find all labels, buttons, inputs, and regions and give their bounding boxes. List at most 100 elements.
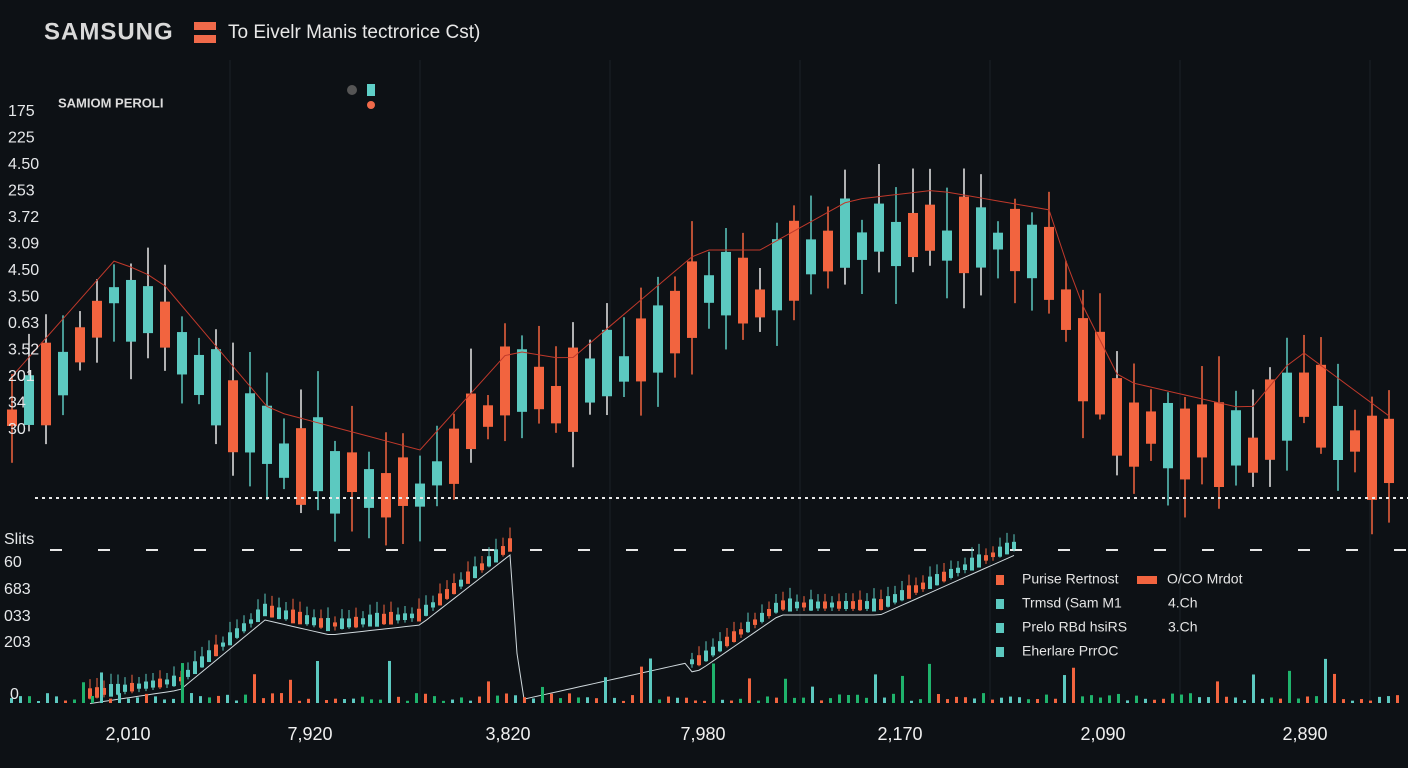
- volume-bar: [217, 695, 220, 703]
- candle: [501, 546, 505, 555]
- candle: [970, 557, 974, 571]
- volume-bar: [1297, 698, 1300, 703]
- volume-bar: [379, 699, 382, 703]
- candle: [1299, 372, 1309, 417]
- x-label: 2,010: [105, 724, 150, 744]
- candle: [207, 650, 211, 662]
- candle: [483, 405, 493, 427]
- candle: [755, 289, 765, 318]
- y-label: 203: [4, 634, 31, 651]
- volume-bar: [955, 696, 958, 703]
- candle: [865, 601, 869, 609]
- volume-bar: [136, 697, 139, 703]
- volume-bar: [586, 697, 589, 703]
- candle: [1112, 378, 1122, 456]
- volume-bar: [658, 699, 661, 703]
- volume-bar: [694, 700, 697, 703]
- candle: [1265, 379, 1275, 460]
- candle: [415, 483, 425, 507]
- volume-bar: [928, 663, 931, 703]
- volume-bar: [487, 681, 490, 703]
- volume-bar: [1189, 693, 1192, 703]
- volume-bar: [73, 699, 76, 703]
- candle: [725, 636, 729, 647]
- volume-bar: [1027, 699, 1030, 703]
- panel-label: SAMIOM PEROLI: [58, 95, 163, 110]
- candle: [109, 287, 119, 304]
- legend-swatch: [996, 647, 1004, 657]
- candle: [151, 680, 155, 688]
- candle: [921, 582, 925, 590]
- volume-bar: [1342, 699, 1345, 703]
- volume-bar: [676, 697, 679, 703]
- volume-bar: [415, 693, 418, 703]
- candle: [789, 220, 799, 301]
- y-label: 175: [8, 103, 35, 120]
- volume-bar: [883, 697, 886, 703]
- volume-bar: [622, 700, 625, 703]
- candle: [424, 604, 428, 616]
- volume-bar: [1369, 700, 1372, 703]
- candle: [753, 619, 757, 625]
- y-label: 3.50: [8, 289, 39, 306]
- candle: [312, 617, 316, 626]
- volume-bar: [433, 696, 436, 703]
- x-label: 3,820: [485, 724, 530, 744]
- candle: [494, 549, 498, 563]
- candle: [956, 567, 960, 573]
- volume-bar: [19, 696, 22, 703]
- volume-bar: [541, 686, 544, 703]
- candle: [449, 428, 459, 484]
- candle: [296, 428, 306, 505]
- volume-bar: [1207, 697, 1210, 703]
- icon: [194, 22, 216, 30]
- candle: [1350, 430, 1360, 452]
- volume-bar: [730, 700, 733, 703]
- candle: [767, 609, 771, 617]
- candle: [806, 239, 816, 275]
- candle: [137, 683, 141, 689]
- volume-bar: [352, 698, 355, 703]
- volume-bar: [1180, 694, 1183, 703]
- candle: [517, 349, 527, 412]
- legend-label: Eherlare PrrOC: [1022, 643, 1118, 659]
- volume-bar: [46, 693, 49, 703]
- volume-bar: [1216, 681, 1219, 703]
- y-label: 033: [4, 608, 31, 625]
- volume-bar: [343, 699, 346, 703]
- volume-bar: [1126, 700, 1129, 703]
- candle: [551, 385, 561, 424]
- candle: [473, 566, 477, 579]
- volume-bar: [1045, 694, 1048, 703]
- volume-bar: [577, 697, 580, 703]
- volume-bar: [244, 694, 247, 703]
- candle: [1197, 404, 1207, 458]
- volume-bar: [1081, 696, 1084, 703]
- candle: [480, 563, 484, 571]
- candle: [432, 461, 442, 486]
- volume-bar: [721, 699, 724, 703]
- y-label: 30: [8, 421, 26, 438]
- volume-bar: [829, 698, 832, 703]
- candle: [874, 203, 884, 252]
- candle: [1214, 402, 1224, 487]
- labels: 175 225 4.50 253 3.72 3.09 4.50 3.50 0.63 3.52 201…: [4, 103, 1328, 744]
- candle: [398, 457, 408, 506]
- volume-bar: [325, 700, 328, 703]
- volume-bar: [919, 699, 922, 703]
- candle: [840, 198, 850, 268]
- candle: [1005, 542, 1009, 555]
- candle: [41, 342, 51, 426]
- lower-panel: [10, 527, 1399, 704]
- volume-bar: [100, 672, 103, 703]
- candle: [277, 607, 281, 620]
- volume-bar: [568, 693, 571, 703]
- volume-bar: [1306, 696, 1309, 703]
- candle: [823, 230, 833, 272]
- candle: [1282, 372, 1292, 441]
- candle: [130, 682, 134, 692]
- subtitle: To Eivelr Manis tectrorice Cst): [228, 22, 480, 43]
- volume-bar: [874, 674, 877, 703]
- volume-bar: [775, 697, 778, 703]
- candle: [1180, 408, 1190, 480]
